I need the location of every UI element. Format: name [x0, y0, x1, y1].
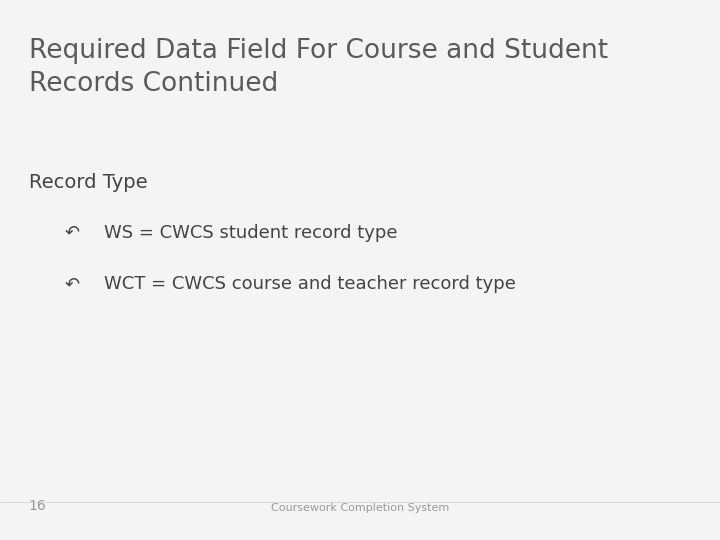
Text: Required Data Field For Course and Student
Records Continued: Required Data Field For Course and Stude…	[29, 38, 608, 97]
Text: WS = CWCS student record type: WS = CWCS student record type	[104, 224, 398, 242]
Text: WCT = CWCS course and teacher record type: WCT = CWCS course and teacher record typ…	[104, 275, 516, 293]
Text: ↶: ↶	[65, 224, 80, 242]
Text: Record Type: Record Type	[29, 173, 148, 192]
Text: Coursework Completion System: Coursework Completion System	[271, 503, 449, 513]
Text: 16: 16	[29, 499, 47, 513]
Text: ↶: ↶	[65, 275, 80, 293]
